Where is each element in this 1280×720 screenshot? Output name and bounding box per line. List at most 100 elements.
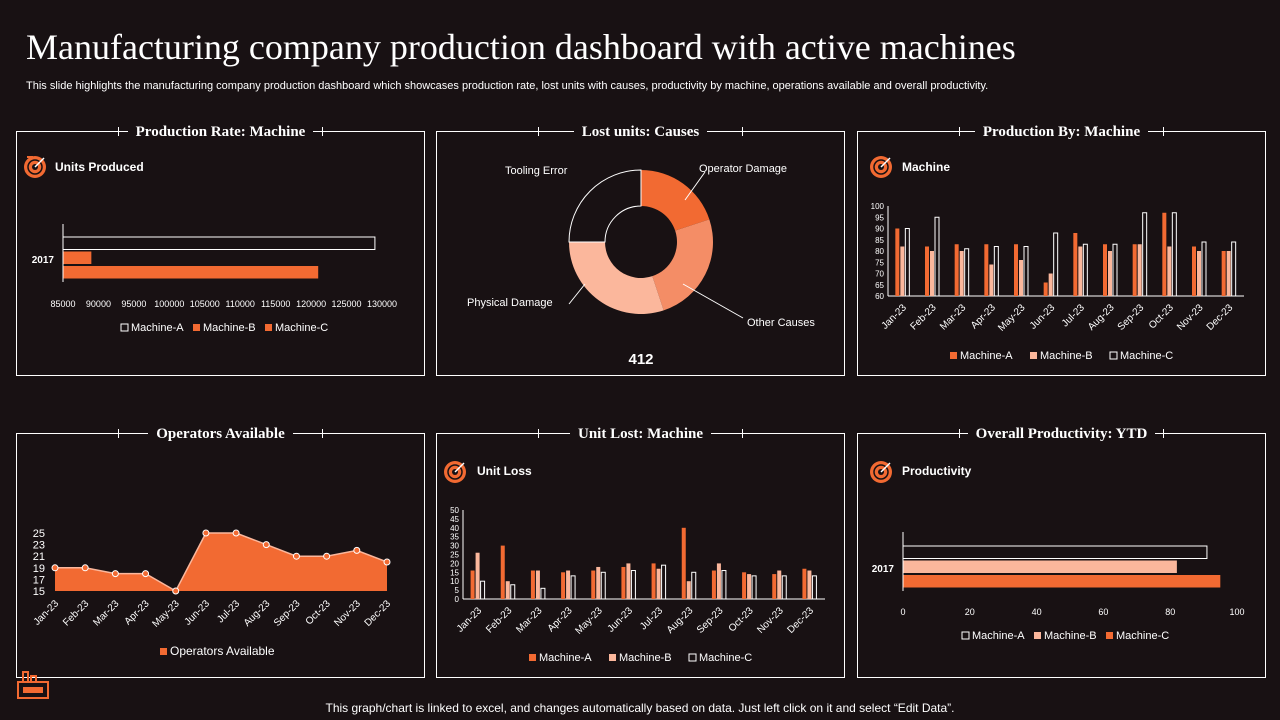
y-tick-label: 5 [455, 586, 460, 595]
panel-operators: Operators Available 15 17 19 21 23 25 Jan-23 Fe… [16, 426, 425, 678]
data-point [292, 552, 300, 560]
bar-machine-c [570, 575, 576, 600]
y-tick-label: 30 [450, 542, 459, 551]
slice-other-causes [652, 219, 713, 311]
legend-label: Machine-B [1040, 350, 1093, 362]
bar-machine-c [1112, 243, 1118, 297]
bar-machine-b [505, 581, 510, 599]
bar-machine-a [895, 228, 900, 296]
bar-machine-a [1103, 244, 1107, 296]
page-title: Manufacturing company production dashboa… [26, 27, 1016, 67]
x-tick-label: May-23 [996, 302, 1028, 334]
panel-overall: Overall Productivity: YTD Productivity 2… [857, 426, 1266, 678]
x-tick-label: Feb-23 [484, 605, 514, 635]
panel-title: Lost units: Causes [573, 124, 708, 140]
legend-swatch [193, 324, 200, 331]
data-point [353, 546, 361, 554]
legend-label: Machine-C [699, 652, 752, 664]
data-point [202, 529, 210, 537]
y-tick-label: 70 [875, 270, 884, 279]
bar-machine-b [777, 570, 782, 599]
x-tick-label: Nov-23 [332, 598, 363, 629]
bar-machine-a [651, 563, 656, 599]
legend-label: Machine-B [1044, 630, 1097, 642]
y-tick-label: 17 [33, 574, 45, 586]
x-tick-label: Jan-23 [455, 605, 485, 635]
x-tick-label: 105000 [190, 299, 220, 309]
lost-units-chart[interactable]: Operator Damage Other Causes Physical Dama… [437, 132, 844, 375]
bar-machine-c [1053, 232, 1059, 297]
legend-label: Machine-A [539, 652, 592, 664]
slice-label: Other Causes [747, 317, 815, 329]
bar-machine-b [1137, 244, 1142, 296]
x-tick-label: Jun-23 [183, 598, 213, 628]
y-tick-label: 45 [450, 515, 459, 524]
x-tick-label: 120000 [296, 299, 326, 309]
x-tick-label: Mar-23 [91, 598, 121, 628]
legend-label: Operators Available [170, 644, 275, 658]
legend-swatch [1030, 352, 1037, 359]
x-tick-label: Nov-23 [1175, 302, 1206, 333]
x-tick-label: Aug-23 [665, 605, 696, 636]
bar-machine-c [781, 575, 787, 600]
legend-label: Machine-C [1116, 630, 1169, 642]
bar-machine-a [1162, 212, 1167, 296]
y-tick-label: 15 [450, 568, 459, 577]
y-tick-label: 80 [875, 247, 884, 256]
y-tick-label: 19 [33, 563, 45, 575]
data-point [323, 552, 331, 560]
page-subtitle: This slide highlights the manufacturing … [26, 80, 989, 92]
x-tick-label: 125000 [332, 299, 362, 309]
bar-machine-c [1171, 212, 1177, 297]
bar-machine-b [903, 560, 1177, 573]
legend-swatch [265, 324, 272, 331]
y-tick-label: 85 [875, 236, 884, 245]
bar-machine-c [1142, 212, 1148, 297]
x-tick-label: Jan-23 [32, 598, 62, 628]
bar-machine-c [63, 266, 319, 279]
legend-label: Machine-A [960, 350, 1013, 362]
legend-swatch [950, 352, 957, 359]
bar-machine-c [630, 570, 636, 600]
x-tick-label: Apr-23 [546, 605, 575, 634]
slice-physical-damage [569, 242, 664, 314]
slice-label: Operator Damage [699, 163, 787, 175]
y-tick-label: 40 [450, 524, 459, 533]
target-icon [24, 156, 46, 178]
production-rate-chart[interactable]: Units Produced 2017 85000 90000 95000 100000… [17, 132, 424, 375]
x-tick-label: Dec-23 [363, 598, 394, 629]
bar-machine-c [1231, 241, 1237, 297]
slice-operator-damage [641, 170, 710, 231]
legend-swatch [1034, 632, 1041, 639]
bar-machine-b [475, 552, 480, 599]
legend-label: Machine-C [1120, 350, 1173, 362]
legend-label: Machine-B [619, 652, 672, 664]
bar-machine-b [1019, 260, 1023, 296]
leader-line [684, 171, 706, 201]
x-tick-label: Aug-23 [242, 598, 273, 629]
y-tick-label: 90 [875, 225, 884, 234]
x-tick-label: 100000 [154, 299, 184, 309]
line-operators-available [55, 532, 388, 593]
x-tick-label: 110000 [226, 299, 255, 309]
x-tick-label: 100 [1229, 607, 1244, 617]
bar-machine-b [989, 264, 994, 296]
area-operators-available [55, 533, 387, 591]
bar-machine-a [1132, 244, 1137, 296]
bar-machine-c [904, 228, 910, 297]
overall-chart[interactable]: Productivity 2017 0 20 40 60 80 100 Machine-A Ma… [858, 434, 1265, 677]
bar-machine-b [807, 570, 812, 599]
y-tick-label: 10 [450, 577, 459, 586]
bar-machine-b [747, 574, 752, 599]
data-point [232, 529, 240, 537]
data-point [142, 570, 150, 578]
panel-lost-units: Lost units: Causes Operator Damage Other … [436, 124, 845, 376]
data-point [111, 570, 119, 578]
bar-machine-a [772, 574, 777, 599]
bar-machine-b [1108, 251, 1112, 296]
y-tick-label: 60 [875, 292, 884, 301]
bar-machine-a [984, 244, 989, 296]
